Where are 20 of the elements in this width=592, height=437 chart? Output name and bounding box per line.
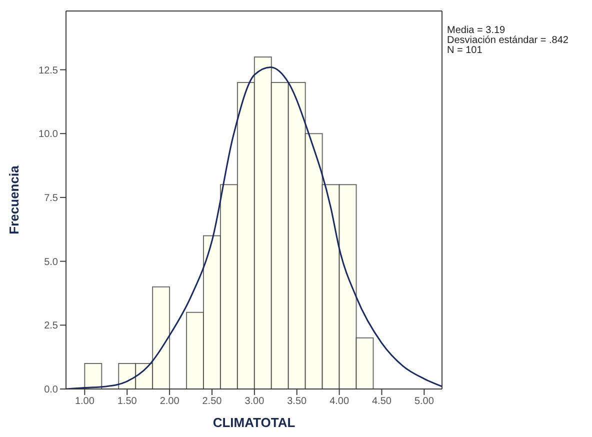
x-tick-label: 5.00 [414, 396, 434, 408]
y-tick-label: 10.0 [38, 129, 58, 140]
text: N = 101 [447, 45, 484, 56]
y-tick-label: 12.5 [38, 65, 58, 76]
x-tick-label: 2.00 [160, 396, 180, 408]
x-tick-label: 3.50 [287, 396, 308, 408]
y-tick-label: 7.5 [44, 192, 58, 204]
text: Desviación estándar = .842 [447, 35, 568, 46]
x-tick-label: 1.50 [117, 396, 138, 408]
x-tick-label: 3.00 [244, 396, 265, 408]
x-tick-label: 4.00 [330, 396, 350, 408]
x-tick-label: 4.50 [372, 396, 392, 408]
x-axis-title: CLIMATOTAL [212, 415, 296, 430]
y-axis-title: Frecuencia [6, 164, 22, 234]
x-tick-label: 2.50 [202, 396, 222, 408]
y-tick-label: 0.0 [44, 384, 58, 396]
text: Media = 3.19 [447, 25, 506, 36]
y-tick-label: 2.5 [44, 320, 58, 332]
x-tick-label: 1.00 [74, 396, 95, 408]
y-tick-label: 5.0 [44, 256, 58, 268]
